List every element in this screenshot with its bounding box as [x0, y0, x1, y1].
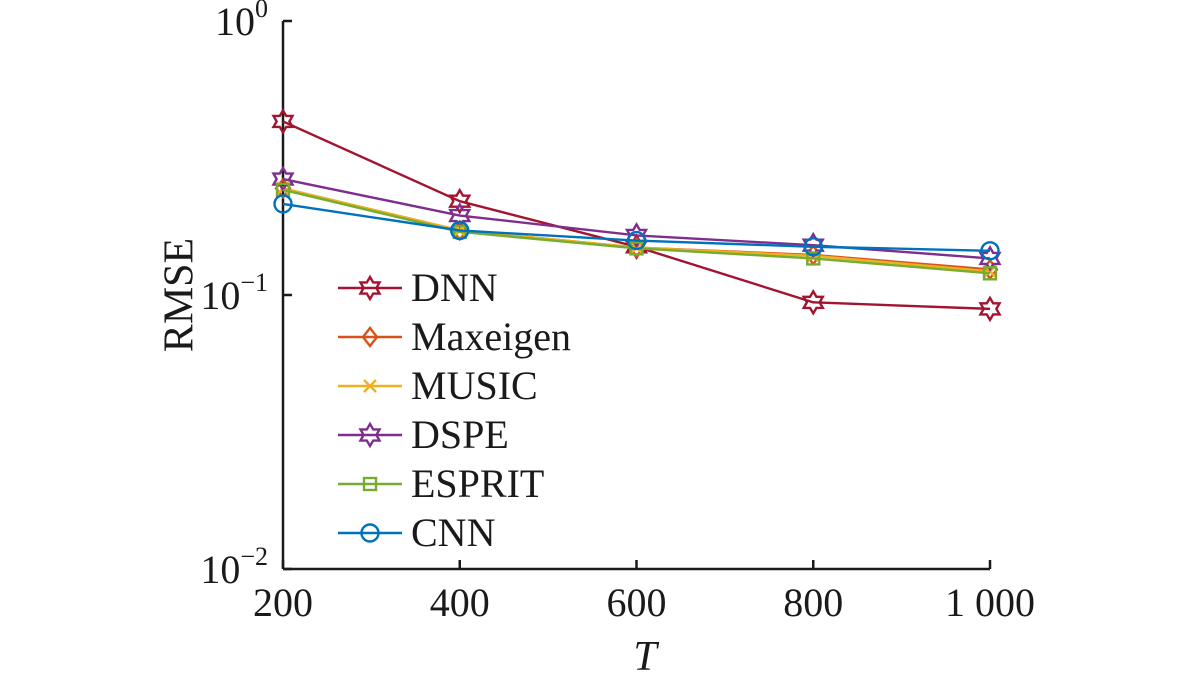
- x-tick-label: 600: [607, 580, 667, 625]
- data-point-cnn: [626, 230, 647, 251]
- y-tick-label: 10−1: [200, 268, 268, 318]
- data-point-cnn: [980, 241, 1000, 261]
- data-point-esprit: [982, 266, 998, 281]
- series-layer: [271, 108, 1002, 323]
- y-tick-label: 10−2: [200, 542, 268, 592]
- legend-item-cnn: CNN: [338, 510, 495, 555]
- data-point-cnn: [273, 194, 293, 214]
- data-point-dnn: [801, 288, 825, 316]
- x-tick-label: 400: [430, 580, 490, 625]
- data-point-dnn: [271, 108, 295, 135]
- series-cnn: [273, 194, 1000, 261]
- x-axis-title: T: [633, 634, 659, 680]
- data-point-cnn: [450, 220, 470, 241]
- legend-marker-cnn: [360, 523, 380, 543]
- legend-marker-music: [363, 379, 377, 393]
- series-line-dspe: [282, 177, 991, 260]
- y-axis-title: RMSE: [157, 238, 203, 352]
- legend-label-music: MUSIC: [411, 363, 538, 408]
- legend-item-music: MUSIC: [338, 363, 538, 408]
- data-point-dnn: [978, 295, 1002, 323]
- x-tick-label: 200: [253, 580, 313, 625]
- legend-item-dspe: DSPE: [338, 412, 509, 457]
- data-point-esprit: [629, 241, 644, 256]
- legend-label-esprit: ESPRIT: [411, 461, 544, 506]
- data-point-dspe: [624, 222, 649, 249]
- legend-label-dnn: DNN: [411, 265, 498, 310]
- data-point-esprit: [806, 251, 821, 266]
- legend-marker-dnn: [358, 274, 382, 302]
- series-line-cnn: [282, 202, 991, 252]
- legend-item-maxeigen: Maxeigen: [338, 314, 571, 359]
- data-point-dspe: [978, 245, 1002, 272]
- legend-label-maxeigen: Maxeigen: [411, 314, 571, 359]
- legend-marker-maxeigen: [361, 326, 379, 348]
- y-tick-label: 100: [215, 0, 268, 44]
- legend-item-esprit: ESPRIT: [338, 461, 544, 506]
- series-music: [276, 181, 997, 279]
- x-tick-label: 1 000: [945, 580, 1035, 625]
- data-point-dnn: [448, 187, 472, 215]
- legend-marker-dspe: [358, 421, 382, 449]
- legend-label-cnn: CNN: [411, 510, 495, 555]
- legend-item-dnn: DNN: [338, 265, 498, 310]
- x-tick-label: 800: [783, 580, 843, 625]
- legend-marker-esprit: [362, 476, 378, 492]
- x-ticks: 200 400 600 800 1 000: [253, 560, 1035, 625]
- y-ticks: 100 10−1 10−2: [200, 0, 292, 592]
- legend-label-dspe: DSPE: [411, 412, 509, 457]
- data-point-cnn: [803, 237, 823, 257]
- axes: 100 10−1 10−2 200 400 600 800 1 000: [200, 0, 1035, 625]
